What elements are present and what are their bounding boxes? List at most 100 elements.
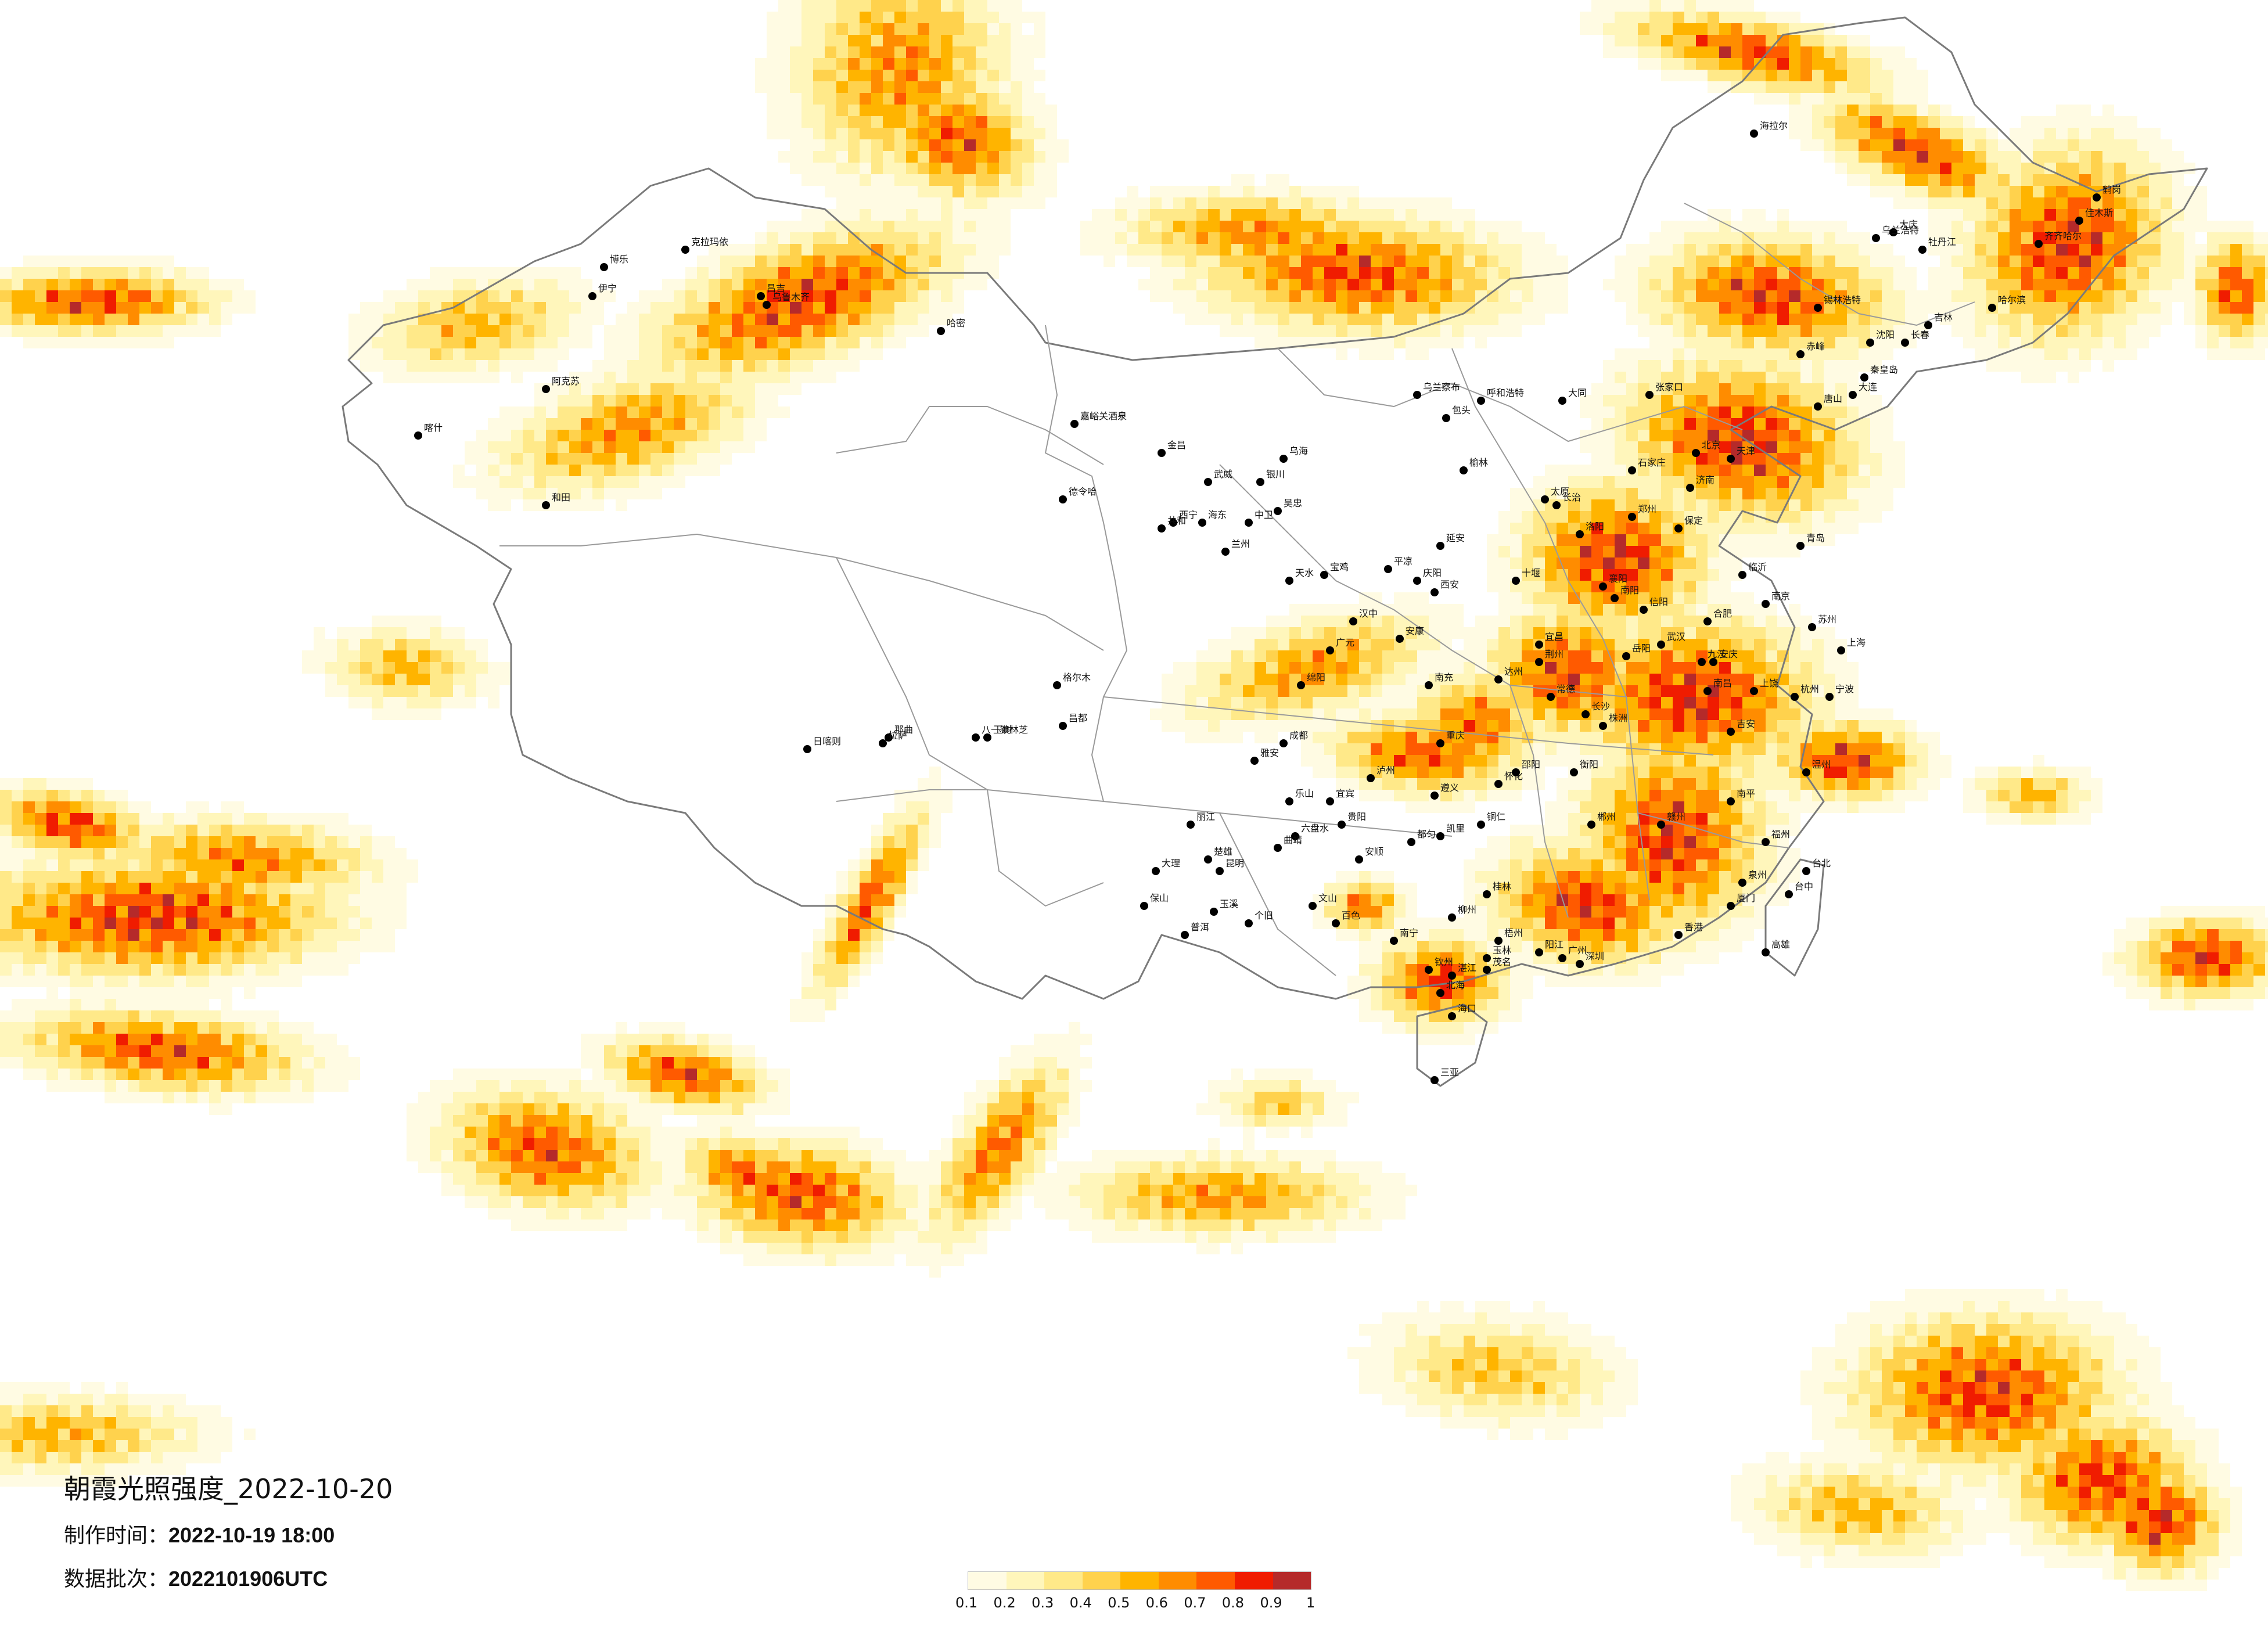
intensity-cell xyxy=(2230,221,2242,232)
intensity-cell xyxy=(1440,197,1452,209)
intensity-cell xyxy=(1429,650,1440,662)
intensity-cell xyxy=(1417,801,1429,813)
intensity-cell xyxy=(453,325,465,337)
intensity-cell xyxy=(58,836,70,848)
intensity-cell xyxy=(2091,139,2102,151)
intensity-cell xyxy=(778,105,790,116)
intensity-cell xyxy=(1475,650,1487,662)
intensity-cell xyxy=(128,279,139,290)
intensity-cell xyxy=(604,441,616,453)
intensity-cell xyxy=(1638,46,1649,58)
intensity-cell xyxy=(2137,290,2149,302)
intensity-cell xyxy=(1382,662,1394,674)
intensity-cell xyxy=(1417,209,1429,221)
intensity-cell xyxy=(1487,778,1498,790)
intensity-cell xyxy=(929,46,941,58)
intensity-cell xyxy=(1986,279,1998,290)
intensity-cell xyxy=(1208,290,1220,302)
intensity-cell xyxy=(1278,256,1289,267)
intensity-cell xyxy=(941,314,953,325)
intensity-cell xyxy=(1208,674,1220,685)
intensity-cell xyxy=(813,279,825,290)
intensity-cell xyxy=(1684,46,1696,58)
intensity-cell xyxy=(1824,337,1835,348)
intensity-cell xyxy=(1580,790,1591,801)
intensity-cell xyxy=(639,441,650,453)
intensity-cell xyxy=(1859,790,1870,801)
intensity-cell xyxy=(1092,221,1104,232)
intensity-cell xyxy=(860,256,871,267)
intensity-cell xyxy=(1417,232,1429,244)
intensity-cell xyxy=(1371,732,1382,743)
intensity-cell xyxy=(1243,685,1255,697)
intensity-cell xyxy=(1789,290,1800,302)
intensity-cell xyxy=(1777,534,1789,546)
intensity-cell xyxy=(372,685,383,697)
intensity-cell xyxy=(1940,767,1951,778)
intensity-cell xyxy=(1766,790,1777,801)
intensity-cell xyxy=(46,790,58,801)
intensity-cell xyxy=(1870,151,1882,163)
intensity-cell xyxy=(1777,546,1789,557)
intensity-cell xyxy=(697,279,709,290)
intensity-cell xyxy=(778,93,790,105)
intensity-cell xyxy=(860,0,871,12)
intensity-cell xyxy=(2056,290,2068,302)
intensity-cell xyxy=(1917,755,1928,767)
intensity-cell xyxy=(1951,314,1963,325)
intensity-cell xyxy=(1859,453,1870,465)
intensity-cell xyxy=(2102,244,2114,256)
intensity-cell xyxy=(1545,743,1557,755)
intensity-cell xyxy=(1940,139,1951,151)
intensity-cell xyxy=(116,801,128,813)
intensity-cell xyxy=(813,139,825,151)
intensity-cell xyxy=(836,337,848,348)
intensity-cell xyxy=(964,244,976,256)
intensity-cell xyxy=(1243,720,1255,732)
intensity-cell xyxy=(906,105,918,116)
intensity-cell xyxy=(476,453,488,465)
intensity-cell xyxy=(1731,743,1742,755)
intensity-cell xyxy=(1185,186,1196,197)
intensity-cell xyxy=(2242,290,2253,302)
intensity-cell xyxy=(1580,406,1591,418)
intensity-cell xyxy=(801,314,813,325)
intensity-cell xyxy=(1719,395,1731,406)
intensity-cell xyxy=(1661,488,1673,499)
intensity-cell xyxy=(81,279,93,290)
intensity-cell xyxy=(1603,23,1615,35)
intensity-cell xyxy=(976,186,987,197)
intensity-cell xyxy=(1440,697,1452,708)
intensity-cell xyxy=(465,360,476,372)
intensity-cell xyxy=(1173,221,1185,232)
intensity-cell xyxy=(1394,685,1406,697)
intensity-cell xyxy=(383,674,395,685)
intensity-cell xyxy=(592,372,604,383)
intensity-cell xyxy=(1615,708,1626,720)
intensity-cell xyxy=(1661,627,1673,639)
intensity-cell xyxy=(2253,232,2265,244)
intensity-cell xyxy=(1708,70,1719,81)
intensity-cell xyxy=(616,476,627,488)
intensity-cell xyxy=(848,337,860,348)
intensity-cell xyxy=(2056,801,2068,813)
intensity-cell xyxy=(1359,604,1371,616)
intensity-cell xyxy=(1766,534,1777,546)
intensity-cell xyxy=(1986,163,1998,174)
intensity-cell xyxy=(1522,314,1533,325)
intensity-cell xyxy=(1754,395,1766,406)
intensity-cell xyxy=(1998,139,2010,151)
intensity-cell xyxy=(1568,836,1580,848)
intensity-cell xyxy=(1661,569,1673,581)
intensity-cell xyxy=(1859,290,1870,302)
intensity-cell xyxy=(732,290,743,302)
intensity-cell xyxy=(1859,360,1870,372)
intensity-cell xyxy=(674,406,685,418)
intensity-cell xyxy=(871,70,883,81)
intensity-cell xyxy=(2091,128,2102,139)
intensity-cell xyxy=(1289,232,1301,244)
intensity-cell xyxy=(953,163,964,174)
intensity-cell xyxy=(1661,836,1673,848)
intensity-cell xyxy=(1754,523,1766,534)
intensity-cell xyxy=(1835,163,1847,174)
